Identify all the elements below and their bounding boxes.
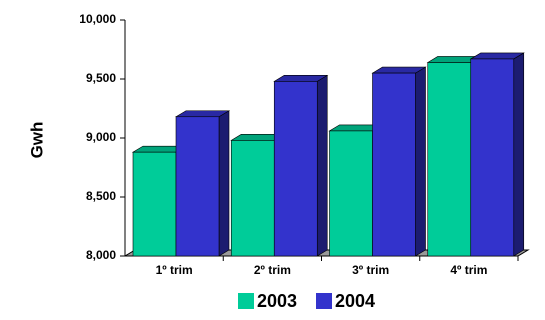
y-tick-label: 8,500 (86, 189, 116, 203)
x-tick-label: 2º trim (254, 263, 291, 277)
x-tick-labels: 1º trim 2º trim 3º trim 4º trim (156, 263, 488, 277)
x-tick-label: 1º trim (156, 263, 193, 277)
bar-2003-1 (132, 151, 177, 257)
bar-2003-3 (329, 130, 373, 257)
y-tick-label: 9,500 (86, 71, 116, 85)
bar-group (131, 52, 525, 257)
y-tick-label: 8,000 (86, 248, 116, 262)
x-tick-label: 4º trim (450, 263, 487, 277)
bar-2004-4 (470, 58, 515, 257)
y-tick-labels: 8,000 8,500 9,000 9,500 10,000 (79, 12, 116, 262)
bar-top (273, 75, 329, 82)
y-axis-label: Gwh (27, 122, 46, 159)
legend-swatch-2004 (316, 293, 332, 309)
x-tick-label: 3º trim (352, 263, 389, 277)
bar-side (513, 52, 525, 257)
y-tick-label: 10,000 (79, 12, 116, 26)
bar-2004-3 (372, 72, 416, 257)
bar-top (371, 66, 427, 74)
bar-2003-2 (230, 140, 275, 257)
bar-side (415, 66, 426, 257)
legend: 2003 2004 (238, 291, 375, 311)
legend-label-2004: 2004 (335, 291, 375, 311)
bar-top (174, 110, 231, 118)
bar-2004-1 (175, 116, 220, 257)
bar-2003-4 (427, 62, 472, 257)
legend-label-2003: 2003 (257, 291, 297, 311)
bar-side (316, 74, 328, 257)
y-tick-label: 9,000 (86, 130, 116, 144)
bar-top (469, 52, 525, 60)
legend-swatch-2003 (238, 293, 254, 309)
bar-side (218, 110, 230, 257)
bar-2004-2 (273, 81, 318, 257)
